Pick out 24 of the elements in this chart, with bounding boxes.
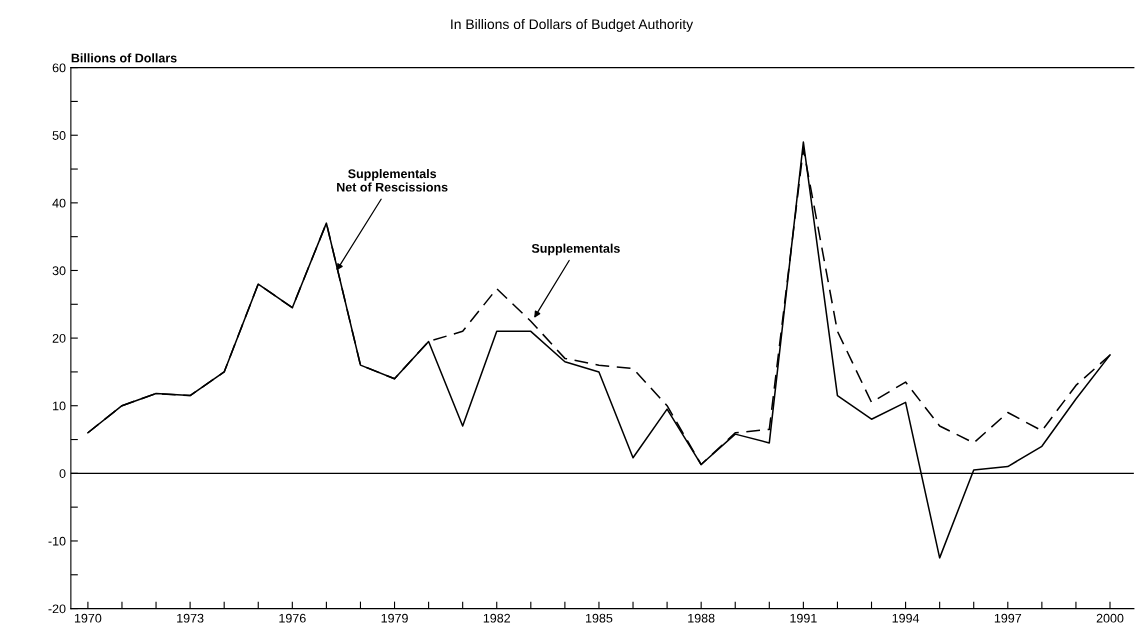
y-axis-title: Billions of Dollars [71,53,177,63]
y-tick-label: -10 [48,536,66,546]
x-tick-label: 1982 [483,613,511,623]
x-tick-label: 1988 [688,613,715,623]
x-tick-label: 2000 [1096,613,1124,623]
x-tick-label: 1997 [994,613,1022,623]
x-tick-label: 1985 [586,613,613,623]
y-tick-label: 50 [52,131,66,140]
annotation: Supplementals Net of Rescissions [337,168,448,192]
x-tick-label: 1976 [279,613,306,623]
chart-title: In Billions of Dollars of Budget Authority [451,18,694,32]
x-tick-label: 1994 [892,613,920,623]
y-tick-label: 60 [52,63,66,73]
y-tick-label: 40 [52,198,66,208]
y-tick-label: 20 [52,333,66,343]
x-tick-label: 1970 [74,613,102,623]
x-tick-label: 1991 [790,613,817,623]
x-tick-label: 1979 [381,613,408,623]
y-tick-label: 30 [52,266,66,276]
y-tick-label: 10 [53,401,66,411]
annotation: Supplementals [531,243,620,256]
y-tick-label: -20 [48,604,66,614]
x-tick-label: 1973 [177,613,204,623]
y-tick-label: 0 [59,469,66,478]
